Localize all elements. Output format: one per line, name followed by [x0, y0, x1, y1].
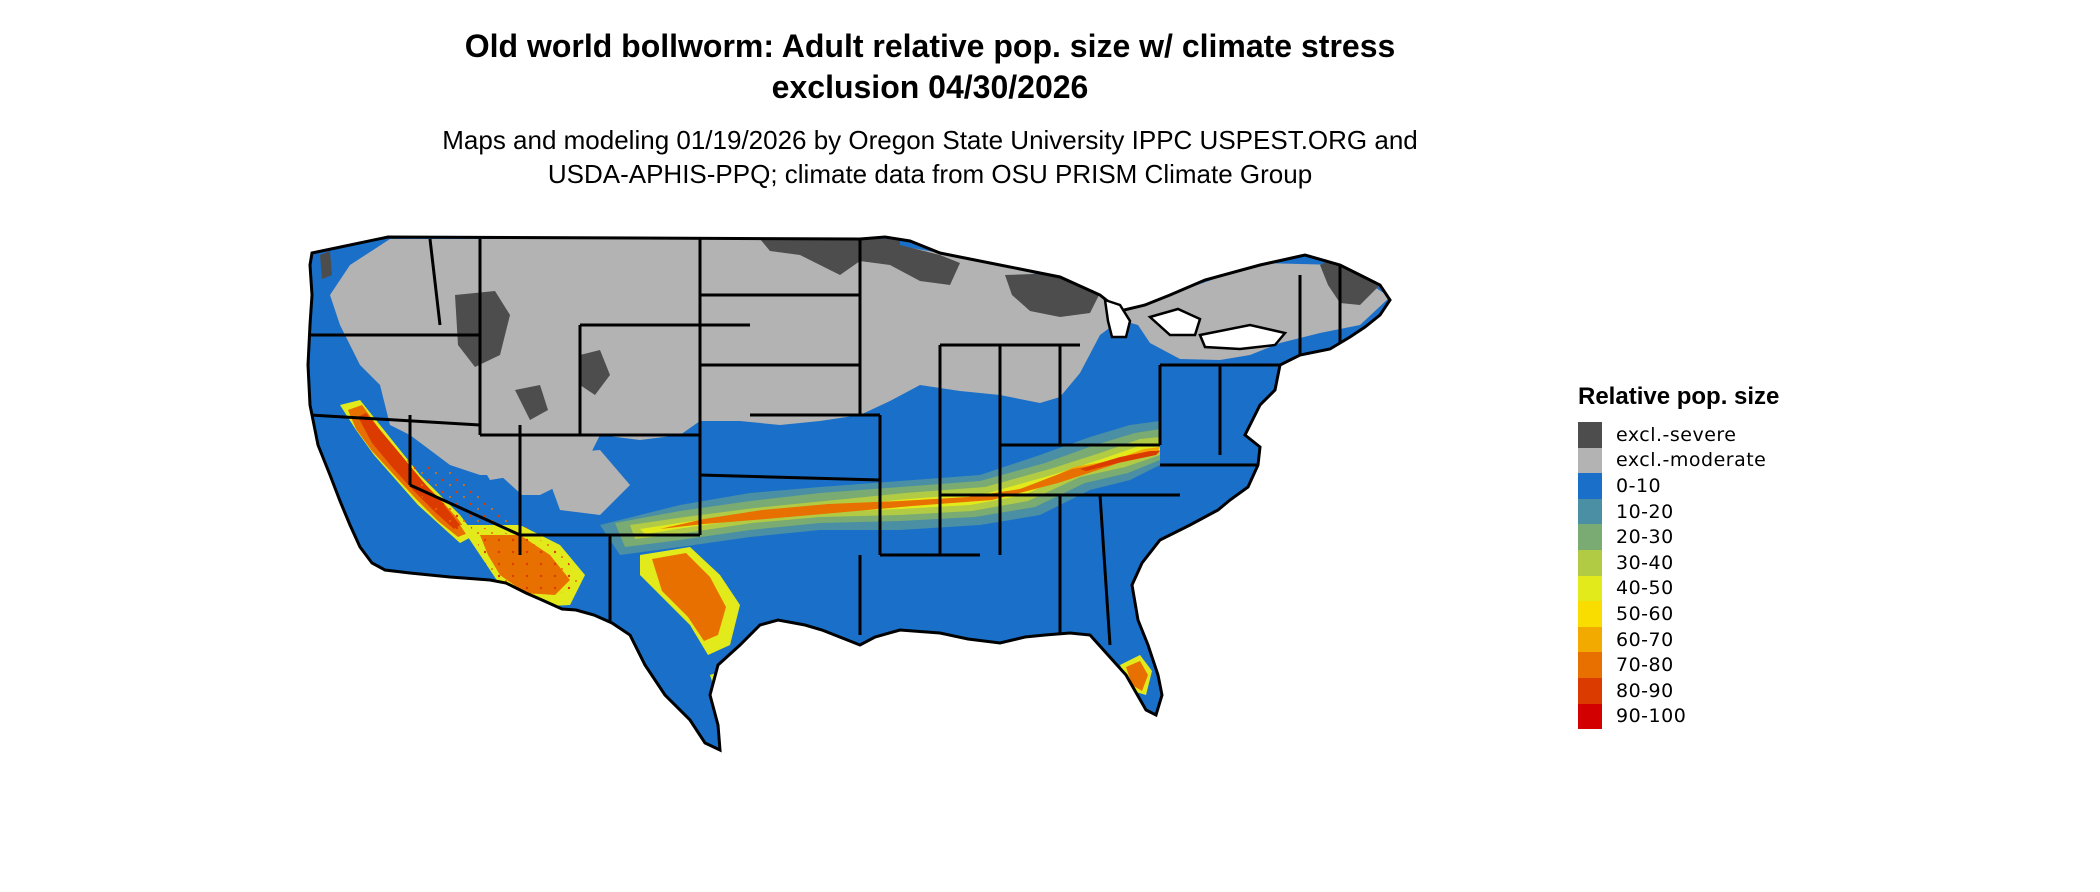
map-subtitle: Maps and modeling 01/19/2026 by Oregon S…	[380, 123, 1480, 191]
legend-label: 10-20	[1616, 500, 1674, 523]
great-lakes	[1103, 298, 1288, 351]
legend-swatch	[1578, 549, 1602, 576]
legend-swatch	[1578, 703, 1602, 730]
legend-label: 0-10	[1616, 474, 1662, 497]
legend-item: 20-30	[1578, 524, 1838, 550]
legend-item: 50-60	[1578, 601, 1838, 627]
map-title: Old world bollworm: Adult relative pop. …	[380, 26, 1480, 108]
legend-label: 20-30	[1616, 526, 1674, 549]
legend-label: 80-90	[1616, 679, 1674, 702]
legend-swatch	[1578, 652, 1602, 678]
legend-swatch	[1578, 447, 1602, 474]
legend-swatch	[1578, 422, 1602, 448]
legend-label: 60-70	[1616, 628, 1674, 651]
legend-item: excl.-severe	[1578, 422, 1838, 448]
subtitle-line-2: USDA-APHIS-PPQ; climate data from OSU PR…	[547, 159, 1313, 189]
us-risk-map	[306, 235, 1392, 752]
legend-item: 60-70	[1578, 626, 1838, 653]
legend-label: 70-80	[1616, 654, 1674, 677]
title-line-1: Old world bollworm: Adult relative pop. …	[464, 28, 1396, 64]
legend-label: 40-50	[1616, 577, 1674, 600]
legend-swatch	[1578, 626, 1602, 653]
legend-item: 0-10	[1578, 473, 1838, 499]
legend-swatch	[1578, 473, 1602, 499]
legend-label: 50-60	[1616, 602, 1674, 625]
title-line-2: exclusion 04/30/2026	[771, 69, 1089, 105]
legend-swatch	[1578, 601, 1602, 627]
legend-label: excl.-severe	[1616, 423, 1737, 446]
legend-label: excl.-moderate	[1616, 449, 1767, 472]
map-raster-layer	[308, 237, 1390, 750]
legend-item: 30-40	[1578, 549, 1838, 576]
legend-item: 40-50	[1578, 575, 1838, 602]
legend-items: excl.-severe excl.-moderate 0-10 10-20 20-30…	[1578, 422, 1838, 730]
legend-title: Relative pop. size	[1578, 383, 1780, 410]
legend-swatch	[1578, 677, 1602, 704]
legend-swatch	[1578, 524, 1602, 550]
subtitle-line-1: Maps and modeling 01/19/2026 by Oregon S…	[442, 125, 1418, 155]
legend: Relative pop. size excl.-severe excl.-mod…	[1578, 382, 1838, 730]
legend-swatch	[1578, 498, 1602, 525]
legend-label: 90-100	[1616, 705, 1687, 728]
legend-label: 30-40	[1616, 551, 1674, 574]
legend-item: 80-90	[1578, 677, 1838, 704]
legend-item: excl.-moderate	[1578, 447, 1838, 474]
legend-item: 10-20	[1578, 498, 1838, 525]
legend-swatch	[1578, 575, 1602, 602]
state-boundaries	[309, 238, 1342, 646]
legend-item: 90-100	[1578, 703, 1838, 730]
legend-item: 70-80	[1578, 652, 1838, 678]
